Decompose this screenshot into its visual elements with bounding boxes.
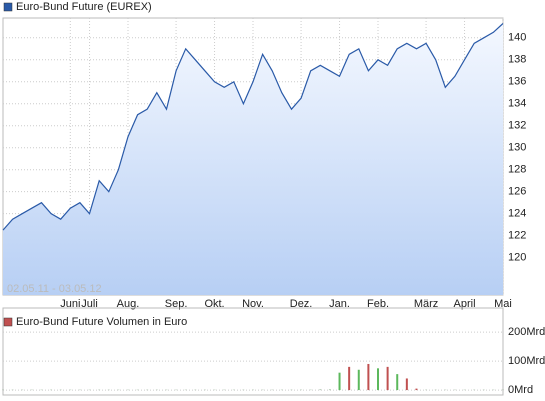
- y-tick-label: 132: [508, 120, 526, 132]
- volume-bar: [319, 389, 322, 391]
- price-line: [2, 23, 504, 231]
- legend-swatch: [3, 317, 13, 327]
- y-tick-label: 124: [508, 208, 526, 220]
- y-tick-label: 140: [508, 32, 526, 44]
- volume-bar: [328, 389, 331, 391]
- x-tick-label: Jan.: [329, 298, 350, 310]
- x-tick-label: Aug.: [117, 298, 140, 310]
- volume-bar: [338, 372, 341, 391]
- y-tick-label: 126: [508, 186, 526, 198]
- volume-bar: [396, 374, 399, 391]
- y-tick-label: 138: [508, 54, 526, 66]
- x-tick-label: März: [414, 298, 438, 310]
- x-tick-label: Juni: [60, 298, 80, 310]
- volume-bar: [386, 366, 389, 391]
- x-tick-label: Feb.: [367, 298, 389, 310]
- y-tick-label: 200Mrd: [508, 326, 545, 338]
- volume-bar: [415, 388, 418, 391]
- volume-bar: [348, 366, 351, 391]
- volume-bar: [367, 363, 370, 391]
- y-tick-label: 100Mrd: [508, 355, 545, 367]
- y-tick-label: 130: [508, 142, 526, 154]
- y-tick-label: 0Mrd: [508, 384, 533, 396]
- y-tick-label: 122: [508, 230, 526, 242]
- y-tick-label: 136: [508, 76, 526, 88]
- x-tick-label: Okt.: [204, 298, 224, 310]
- y-tick-label: 134: [508, 98, 526, 110]
- legend-label: Euro-Bund Future Volumen in Euro: [16, 316, 187, 328]
- date-range: 02.05.11 - 03.05.12: [7, 283, 102, 295]
- volume-bar: [357, 369, 360, 391]
- x-tick-label: Mai: [494, 298, 512, 310]
- volume-bar: [377, 368, 379, 391]
- plot-frame: [2, 307, 504, 396]
- x-tick-label: Dez.: [290, 298, 313, 310]
- y-tick-label: 128: [508, 164, 526, 176]
- x-tick-label: April: [454, 298, 476, 310]
- x-tick-label: Nov.: [242, 298, 264, 310]
- y-tick-label: 120: [508, 252, 526, 264]
- volume-bar: [405, 378, 408, 391]
- area-fill: [3, 23, 503, 295]
- x-tick-label: Sep.: [165, 298, 188, 310]
- legend-label: Euro-Bund Future (EUREX): [16, 1, 152, 13]
- x-tick-label: Juli: [81, 298, 98, 310]
- legend-swatch: [3, 2, 13, 12]
